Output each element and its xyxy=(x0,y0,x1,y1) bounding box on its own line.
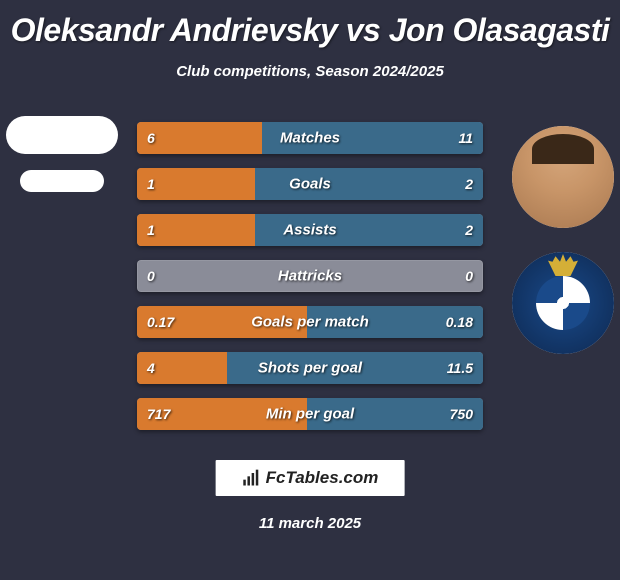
value-right: 2 xyxy=(465,176,473,192)
comparison-bars: 6 11 Matches 1 2 Goals 1 2 Assists 0 0 Hattricks 0.1… xyxy=(137,122,483,444)
bar-row: 717 750 Min per goal xyxy=(137,398,483,430)
value-left: 1 xyxy=(147,222,155,238)
value-left: 6 xyxy=(147,130,155,146)
value-left: 4 xyxy=(147,360,155,376)
footer-text: FcTables.com xyxy=(266,468,379,488)
value-right: 2 xyxy=(465,222,473,238)
metric-label: Assists xyxy=(283,222,336,239)
metric-label: Matches xyxy=(280,130,340,147)
date: 11 march 2025 xyxy=(259,515,361,532)
metric-label: Hattricks xyxy=(278,268,342,285)
bar-row: 0 0 Hattricks xyxy=(137,260,483,292)
value-left: 717 xyxy=(147,406,170,422)
team-left-crest xyxy=(20,170,104,192)
bar-row: 6 11 Matches xyxy=(137,122,483,154)
value-right: 0.18 xyxy=(446,314,473,330)
bar-fill-left xyxy=(137,122,262,154)
metric-label: Goals xyxy=(289,176,331,193)
footer-logo: FcTables.com xyxy=(216,460,405,496)
value-left: 0.17 xyxy=(147,314,174,330)
metric-label: Shots per goal xyxy=(258,360,362,377)
value-right: 11 xyxy=(458,130,473,146)
metric-label: Goals per match xyxy=(251,314,369,331)
team-right-crest xyxy=(512,252,614,354)
value-right: 750 xyxy=(450,406,473,422)
bar-row: 4 11.5 Shots per goal xyxy=(137,352,483,384)
bar-row: 1 2 Assists xyxy=(137,214,483,246)
page-title: Oleksandr Andrievsky vs Jon Olasagasti xyxy=(0,0,620,49)
left-player-avatars xyxy=(6,116,118,216)
player-right-photo xyxy=(512,126,614,228)
value-right: 0 xyxy=(465,268,473,284)
player-left-photo xyxy=(6,116,118,154)
right-player-avatars xyxy=(512,126,614,378)
value-right: 11.5 xyxy=(447,360,473,376)
value-left: 0 xyxy=(147,268,155,284)
subtitle: Club competitions, Season 2024/2025 xyxy=(0,63,620,80)
bar-row: 1 2 Goals xyxy=(137,168,483,200)
chart-icon xyxy=(242,468,262,488)
metric-label: Min per goal xyxy=(266,406,354,423)
bar-row: 0.17 0.18 Goals per match xyxy=(137,306,483,338)
value-left: 1 xyxy=(147,176,155,192)
